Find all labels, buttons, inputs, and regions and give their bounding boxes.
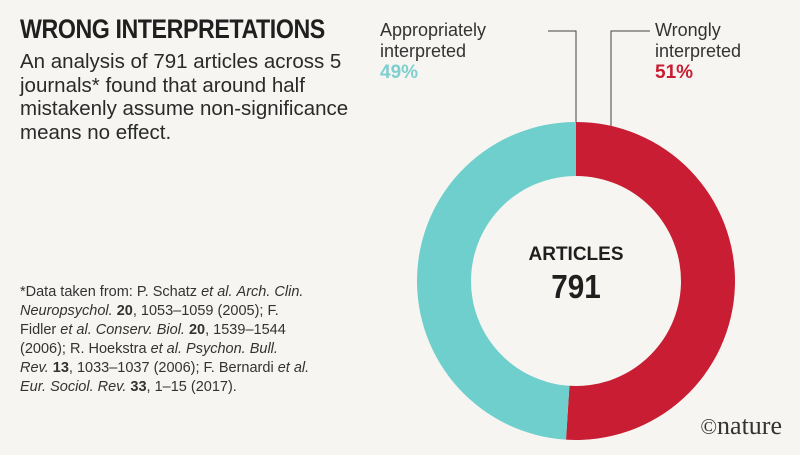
legend-percent: 49% [380,62,419,83]
footnote-part: 33 [130,379,147,395]
legend-label-line: Appropriately [380,20,487,40]
nature-logo: ©nature [700,411,782,441]
center-label: ARTICLES [528,244,624,265]
footnote-part: Psychon. Bull. Rev. [20,341,278,376]
footnote-part: et al. [150,341,182,357]
footnote: *Data taken from: P. Schatz et al. Arch.… [20,283,310,397]
copyright-icon: © [700,414,718,439]
legend-label-line: interpreted [655,41,742,61]
footnote-part: et al. [60,322,92,338]
legend-wrong: Wrongly interpreted 51% [655,20,741,83]
logo-text: nature [717,411,782,440]
footnote-part: *Data taken from: P. Schatz [20,284,202,300]
legend-label-line: interpreted [380,41,467,61]
footnote-part: Arch. Clin. Neuropsychol. [20,284,304,319]
footnote-part: 13 [52,360,69,376]
legend-appropriate: Appropriately interpreted 49% [380,20,486,83]
footnote-part: , 1–15 (2017). [146,379,237,395]
footnote-part: et al. [277,360,310,376]
leader-line-wrong [610,30,650,126]
footnote-part: Conserv. Biol. [95,322,185,338]
slice-wrongly-interpreted [566,122,736,441]
slice-appropriately-interpreted [417,122,576,440]
legend-label-line: Wrongly [655,20,721,40]
footnote-part: 20 [116,303,133,319]
footnote-part: , 1033–1037 (2006); F. Bernardi [68,360,278,376]
footnote-part: 20 [188,322,206,338]
footnote-part: et al. [201,284,233,300]
footnote-part: , 1539–1544 (2006); R. Hoekstra [20,322,286,357]
intro-text: An analysis of 791 articles across 5 jou… [20,50,349,144]
center-value: 791 [551,268,601,305]
donut-center: ARTICLES 791 [500,0,652,306]
legend-percent: 51% [655,62,694,83]
chart-title: WRONG INTERPRETATIONS [20,14,325,44]
leader-line-appropriate [548,30,577,122]
footnote-part: Eur. Sociol. Rev. [20,379,127,395]
footnote-part: , 1053–1059 (2005); F. Fidler [20,303,279,338]
